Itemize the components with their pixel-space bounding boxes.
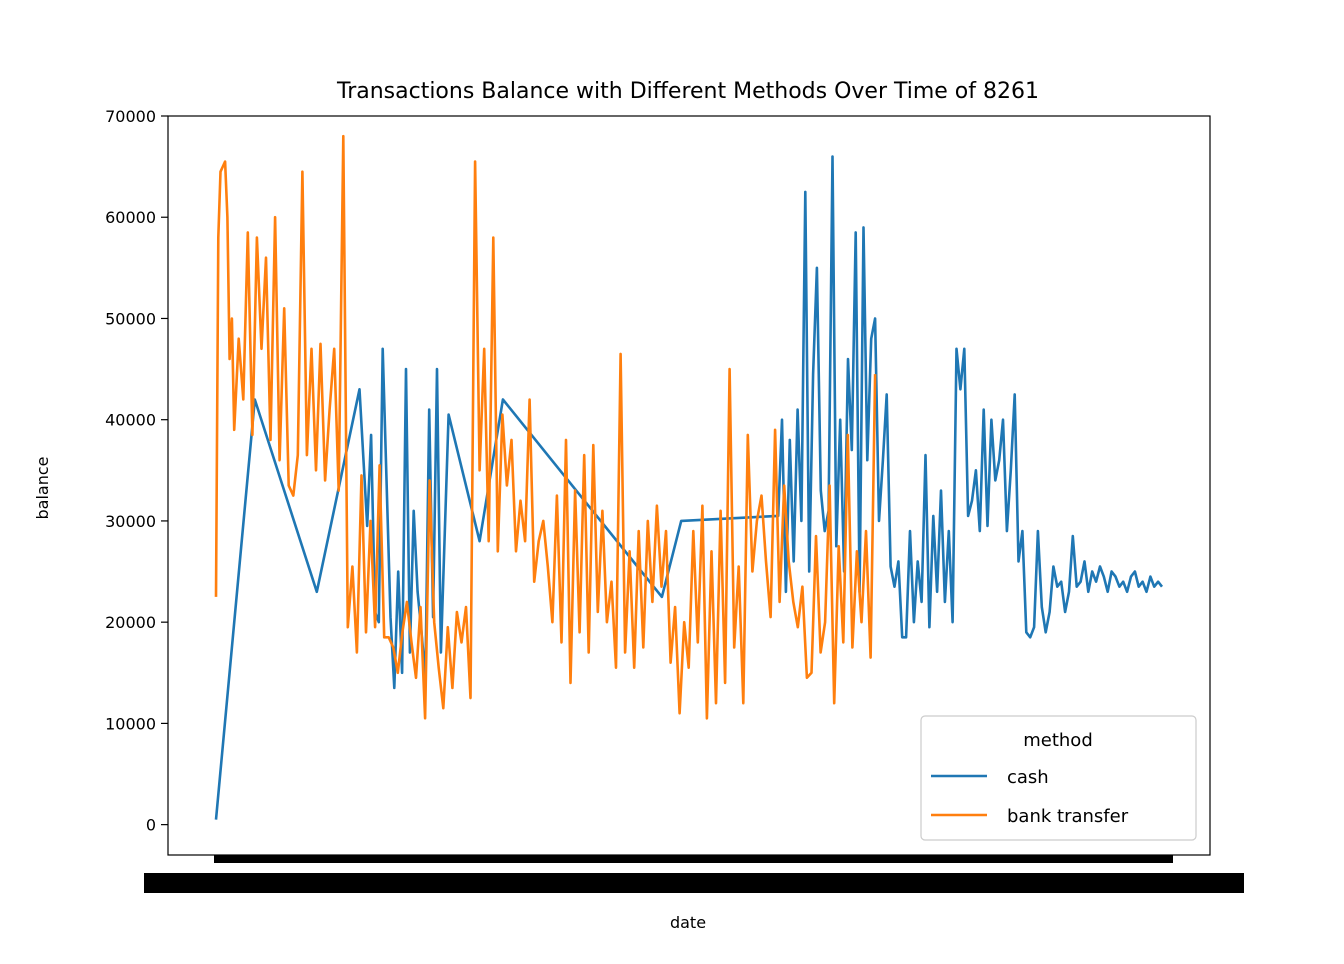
- x-tick-marks: [214, 855, 1173, 863]
- y-tick-label: 30000: [105, 512, 156, 531]
- y-tick-label: 50000: [105, 309, 156, 328]
- y-tick-label: 60000: [105, 208, 156, 227]
- plot-area: 0 10000 20000 30000 40000 50000 60000 70000: [105, 107, 1244, 893]
- legend-entry: cash: [1007, 767, 1049, 788]
- legend-box: [920, 715, 1197, 841]
- series-line-bank-transfer: [214, 134, 877, 720]
- y-tick-label: 40000: [105, 411, 156, 430]
- legend-entry: bank transfer: [1007, 806, 1129, 827]
- x-tick-labels-overlap: [144, 873, 1244, 893]
- y-tick-label: 20000: [105, 613, 156, 632]
- x-axis-label: date: [670, 913, 706, 932]
- y-tick-label: 70000: [105, 107, 156, 126]
- series-line-cash: [214, 155, 1164, 820]
- legend-title: method: [1023, 730, 1093, 751]
- y-tick-label: 0: [146, 816, 156, 835]
- y-axis-label: balance: [33, 457, 52, 520]
- y-tick-label: 10000: [105, 714, 156, 733]
- legend: method cash bank transfer: [920, 715, 1197, 841]
- chart-title: Transactions Balance with Different Meth…: [336, 79, 1039, 104]
